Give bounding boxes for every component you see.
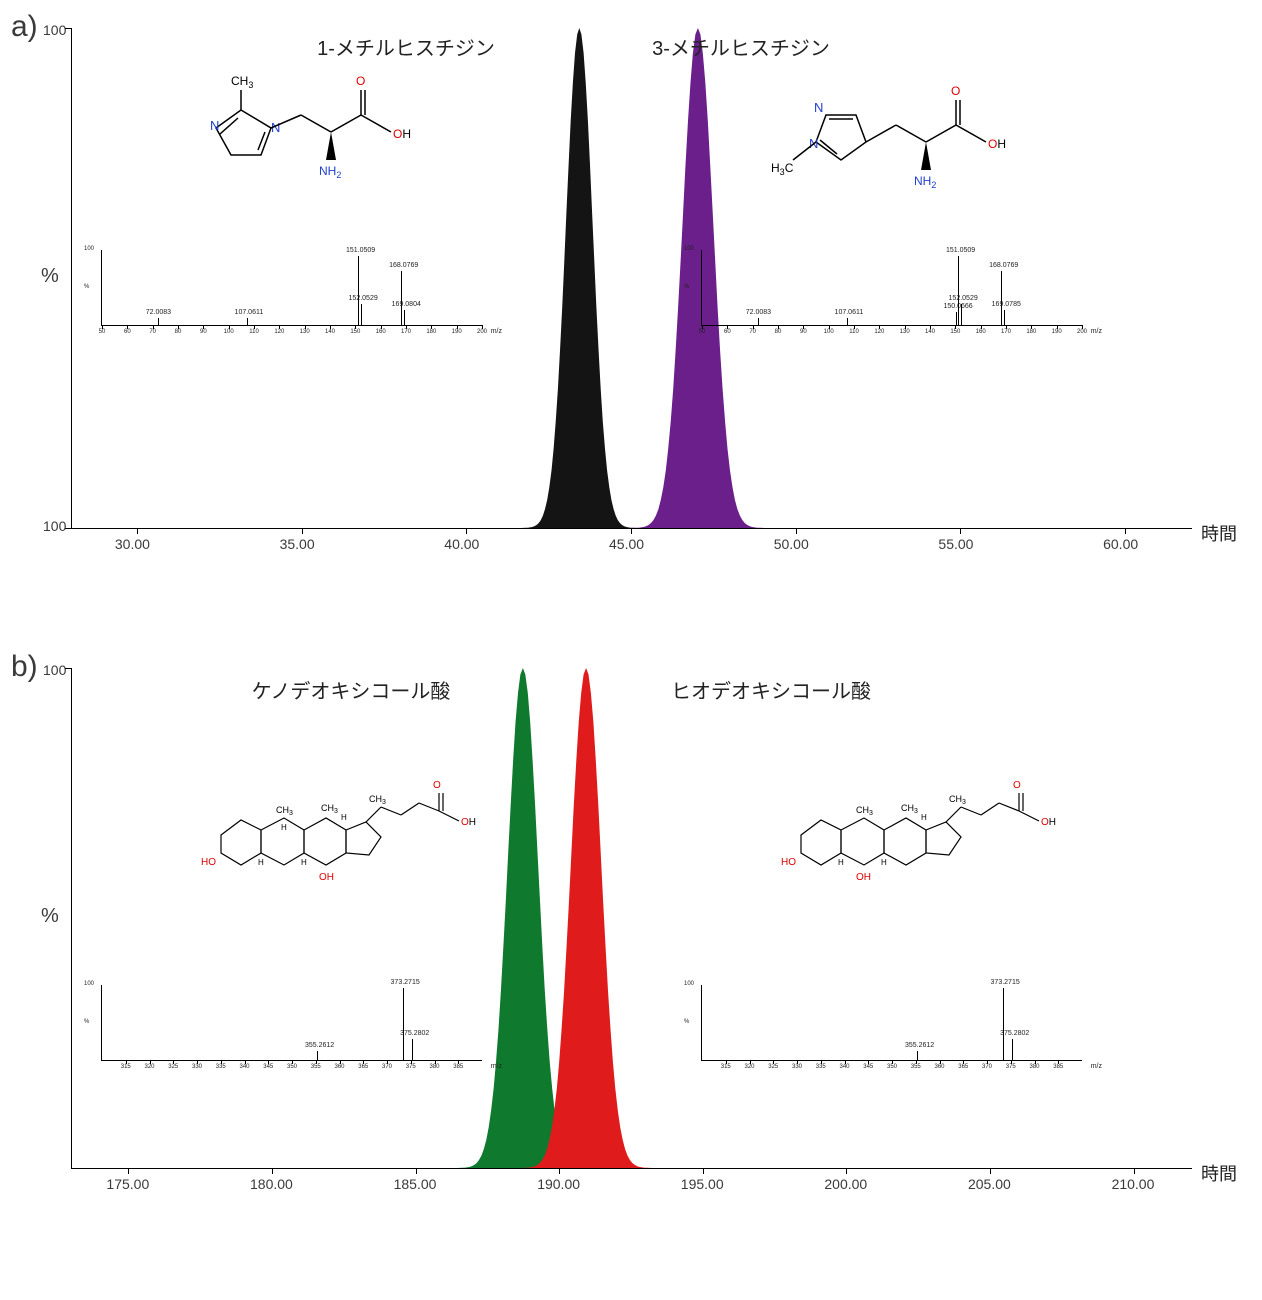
panel-a-label: a) <box>11 10 38 44</box>
xa-title: 時間 <box>1201 520 1237 546</box>
svg-text:HO: HO <box>201 857 216 868</box>
panel-b-label: b) <box>11 650 38 684</box>
svg-text:CH3: CH3 <box>901 803 918 815</box>
inset-b-right: 100%315320325330335340345350355360365370… <box>701 985 1082 1061</box>
figure: a) 100 % 100 30.00 35.00 40.00 45.00 50.00 55… <box>11 10 1251 1270</box>
svg-text:CH3: CH3 <box>231 74 253 90</box>
ya-mid: % <box>41 265 59 288</box>
svg-text:OH: OH <box>393 127 411 141</box>
svg-text:CH3: CH3 <box>369 794 386 806</box>
xtick-label: 35.00 <box>280 536 315 552</box>
svg-text:HO: HO <box>781 857 796 868</box>
xtick-label: 185.00 <box>394 1176 437 1192</box>
xtick-label: 50.00 <box>774 536 809 552</box>
svg-text:H: H <box>281 823 287 832</box>
svg-text:H: H <box>881 858 887 867</box>
xtick-label: 40.00 <box>444 536 479 552</box>
peak-a1-label: 1-メチルヒスチジン <box>306 32 506 61</box>
xb-title: 時間 <box>1201 1160 1237 1186</box>
panel-b: b) 100 % 175.00 180.00 185.00 190.00 195.00 2… <box>11 650 1251 1270</box>
svg-text:H: H <box>301 858 307 867</box>
ya-bot: 100 <box>43 518 66 534</box>
xtick-label: 190.00 <box>537 1176 580 1192</box>
molecule-a-left: N N CH3 NH2 O OH <box>186 60 426 210</box>
molecule-b-right: O OH HO OH CH3 CH3 CH3 H H H <box>771 705 1071 885</box>
xtick-label: 175.00 <box>106 1176 149 1192</box>
svg-text:NH2: NH2 <box>319 164 341 180</box>
svg-text:CH3: CH3 <box>321 803 338 815</box>
xtick-label: 200.00 <box>824 1176 867 1192</box>
inset-a-right: 100%506070809010011012013014015016017018… <box>701 250 1082 326</box>
svg-text:OH: OH <box>319 872 334 883</box>
xtick-label: 180.00 <box>250 1176 293 1192</box>
svg-text:H: H <box>258 858 264 867</box>
svg-text:OH: OH <box>988 137 1006 151</box>
inset-b-left: 100%315320325330335340345350355360365370… <box>101 985 482 1061</box>
svg-text:CH3: CH3 <box>949 794 966 806</box>
xtick-label: 195.00 <box>681 1176 724 1192</box>
yb-top: 100 <box>43 662 66 678</box>
svg-text:N: N <box>814 100 823 115</box>
xtick-label: 55.00 <box>938 536 973 552</box>
peak-a2-label: 3-メチルヒスチジン <box>641 32 841 61</box>
svg-text:OH: OH <box>461 817 476 828</box>
xtick-label: 210.00 <box>1112 1176 1155 1192</box>
peak-b2-label: ヒオデオキシコール酸 <box>646 675 896 704</box>
svg-text:O: O <box>1013 780 1021 791</box>
svg-text:H3C: H3C <box>771 161 794 177</box>
svg-text:O: O <box>951 84 960 98</box>
panel-a: a) 100 % 100 30.00 35.00 40.00 45.00 50.00 55… <box>11 10 1251 630</box>
xtick-label: 30.00 <box>115 536 150 552</box>
inset-a-left: 100%506070809010011012013014015016017018… <box>101 250 482 326</box>
yb-mid: % <box>41 905 59 928</box>
svg-text:O: O <box>433 780 441 791</box>
svg-text:N: N <box>210 118 219 133</box>
ya-top: 100 <box>43 22 66 38</box>
svg-text:OH: OH <box>856 872 871 883</box>
molecule-a-right: N N H3C NH2 O OH <box>771 60 1021 220</box>
svg-text:OH: OH <box>1041 817 1056 828</box>
svg-text:H: H <box>341 813 347 822</box>
svg-text:CH3: CH3 <box>856 805 873 817</box>
peak-b1-label: ケノデオキシコール酸 <box>226 675 476 704</box>
xtick-label: 45.00 <box>609 536 644 552</box>
molecule-b-left: O OH HO OH CH3 CH3 CH3 H H H H <box>191 705 491 885</box>
svg-text:CH3: CH3 <box>276 805 293 817</box>
svg-text:NH2: NH2 <box>914 174 936 190</box>
svg-text:H: H <box>838 858 844 867</box>
svg-text:O: O <box>356 74 365 88</box>
svg-text:H: H <box>921 813 927 822</box>
xtick-label: 60.00 <box>1103 536 1138 552</box>
xtick-label: 205.00 <box>968 1176 1011 1192</box>
